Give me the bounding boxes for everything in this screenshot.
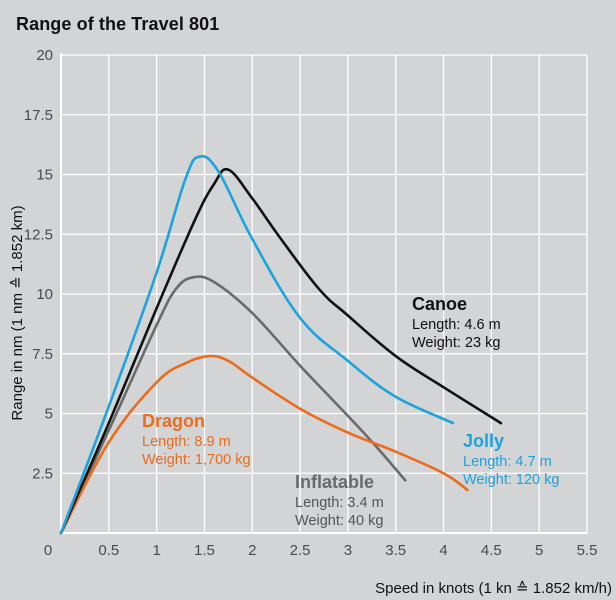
x-tick-label: 2	[248, 542, 256, 559]
x-tick-label: 5.5	[577, 542, 598, 559]
series-label-jolly: Jolly	[463, 431, 504, 451]
tick-labels: 0 0.5 1 1.5 2 2.5 3 3.5 4 4.5 5 5.5 2.5 5 7.5 10 12.5 15 1…	[24, 47, 598, 559]
x-tick-label: 1	[152, 542, 160, 559]
axes	[60, 53, 587, 534]
series-label-dragon: Dragon	[142, 411, 205, 431]
series-detail-canoe: Length: 4.6 m	[412, 317, 501, 333]
x-tick-label: 4	[439, 542, 447, 559]
series-line-inflatable	[59, 275, 407, 535]
y-tick-label: 15	[36, 167, 53, 184]
series-detail-dragon: Length: 8.9 m	[142, 434, 231, 450]
y-tick-label: 5	[45, 406, 53, 423]
series-detail-jolly: Length: 4.7 m	[463, 454, 552, 470]
x-axis-label: Speed in knots (1 kn ≙ 1.852 km/h)	[375, 580, 612, 597]
series-detail-inflatable: Length: 3.4 m	[295, 495, 384, 511]
y-tick-label: 2.5	[32, 465, 53, 482]
series-detail-inflatable: Weight: 40 kg	[295, 513, 383, 529]
series-line-dragon	[59, 354, 469, 535]
series-detail-dragon: Weight: 1,700 kg	[142, 452, 251, 468]
x-tick-label: 4.5	[481, 542, 502, 559]
series-labels: Canoe Length: 4.6 m Weight: 23 kg Jolly Leng…	[142, 294, 559, 529]
series-lines	[59, 154, 503, 535]
y-tick-label: 20	[36, 47, 53, 64]
y-tick-label: 7.5	[32, 346, 53, 363]
series-detail-jolly: Weight: 120 kg	[463, 472, 559, 488]
series-label-inflatable: Inflatable	[295, 472, 374, 492]
chart-title: Range of the Travel 801	[16, 14, 220, 34]
x-tick-label: 2.5	[290, 542, 311, 559]
x-tick-label: 3.5	[385, 542, 406, 559]
x-tick-label: 3	[344, 542, 352, 559]
series-line-canoe	[59, 167, 503, 535]
x-tick-label: 0	[44, 542, 52, 559]
x-tick-label: 0.5	[98, 542, 119, 559]
y-tick-label: 17.5	[24, 107, 53, 124]
series-label-canoe: Canoe	[412, 294, 467, 314]
series-detail-canoe: Weight: 23 kg	[412, 335, 500, 351]
x-tick-label: 1.5	[194, 542, 215, 559]
x-tick-label: 5	[535, 542, 543, 559]
y-tick-label: 12.5	[24, 226, 53, 243]
y-axis-label: Range in nm (1 nm ≙ 1.852 km)	[9, 205, 26, 420]
series-line-jolly	[59, 154, 455, 535]
y-tick-label: 10	[36, 286, 53, 303]
